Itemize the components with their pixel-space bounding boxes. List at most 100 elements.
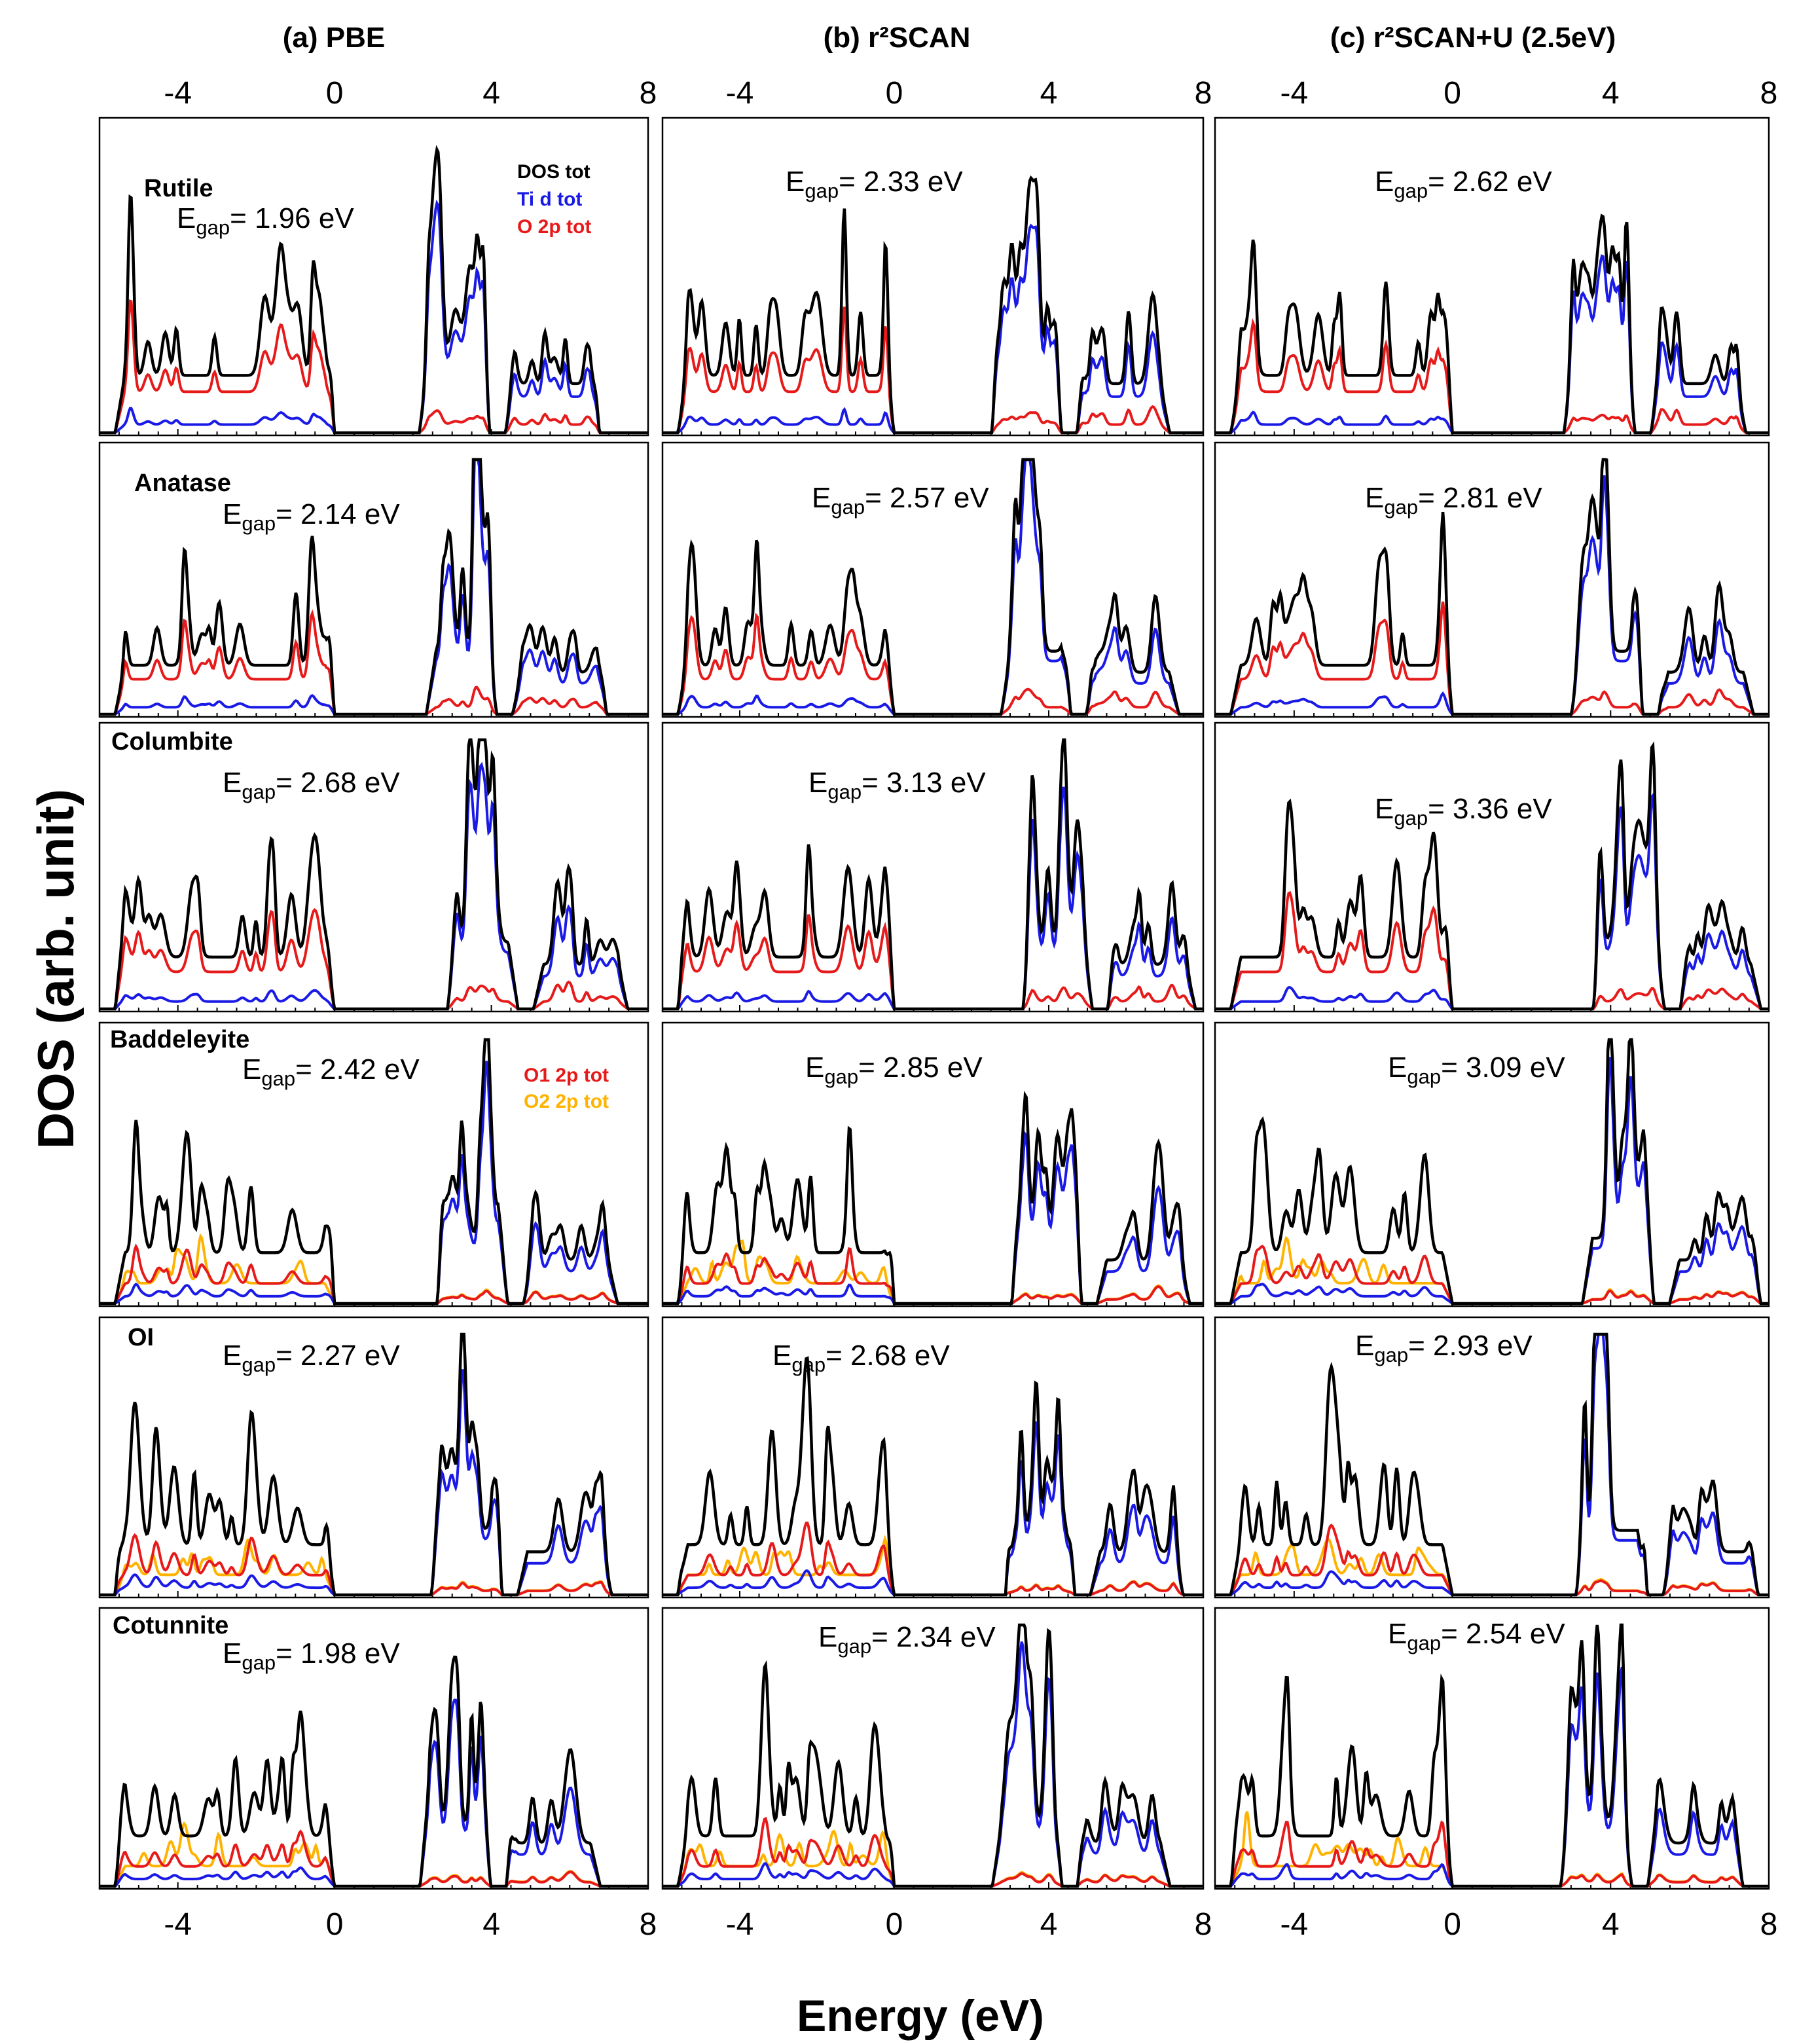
egap-label: Egap= 2.42 eV: [242, 1053, 420, 1090]
row-baddeleyite: Egap= 2.42 eV Egap= 2.85 eV Egap= 3.09 eV B…: [98, 1021, 1770, 1307]
legend-entry: DOS tot: [517, 161, 590, 183]
panel-columbite-2: Egap= 3.13 eV: [661, 721, 1205, 1013]
series-ti-d-tot: [663, 1641, 1203, 1888]
series-dos-tot: [663, 175, 1203, 435]
panel-anatase-1: Egap= 2.14 eV: [98, 441, 649, 718]
x-tick-label-bottom: -4: [726, 1907, 754, 1942]
series-o1-2p-tot: [1215, 1820, 1768, 1888]
panel-baddeleyite-1: Egap= 2.42 eV: [98, 1021, 649, 1307]
x-tick-label-top: -4: [164, 76, 192, 111]
legend-entry: O 2p tot: [517, 216, 591, 238]
series-dos-tot: [1215, 741, 1768, 1011]
panel-anatase-2: Egap= 2.57 eV: [661, 441, 1205, 718]
series-ti-d-tot: [1215, 254, 1768, 434]
legend-entry: O1 2p tot: [524, 1065, 609, 1086]
panel-baddeleyite-2: Egap= 2.85 eV: [661, 1021, 1205, 1307]
phase-label: Anatase: [134, 469, 231, 497]
series-o1-2p-tot: [1215, 1524, 1768, 1596]
series-dos-tot: [663, 1090, 1203, 1305]
phase-label: Columbite: [111, 728, 233, 756]
series-o1-2p-tot: [663, 1816, 1203, 1888]
series-dos-tot: [100, 458, 647, 716]
phase-label: Baddeleyite: [110, 1026, 249, 1053]
series-dos-tot: [663, 738, 1203, 1011]
x-tick-label-top: 8: [640, 76, 657, 111]
row-anatase: Egap= 2.14 eV Egap= 2.57 eV Egap= 2.81 eV A…: [98, 441, 1770, 718]
x-tick-label-bottom: 4: [482, 1907, 500, 1942]
panel-rutile-1: Egap= 1.96 eV: [98, 117, 649, 437]
x-tick-label-top: 0: [326, 76, 344, 111]
series-ti-d-tot: [1215, 1666, 1768, 1888]
egap-label: Egap= 2.34 eV: [818, 1621, 996, 1658]
series-dos-tot: [1215, 1332, 1768, 1597]
series-ti-d-tot: [663, 223, 1203, 434]
series-dos-tot: [663, 458, 1203, 716]
series-dos-tot: [100, 738, 647, 1011]
panel-anatase-3: Egap= 2.81 eV: [1214, 441, 1770, 718]
phase-label: OI: [128, 1324, 154, 1351]
panel-frame: [1214, 1607, 1770, 1890]
series-dos-tot: [1215, 213, 1768, 435]
x-tick-label-top: 0: [1443, 76, 1461, 111]
panel-columbite-3: Egap= 3.36 eV: [1214, 721, 1770, 1013]
x-tick-label-bottom: 0: [326, 1907, 344, 1942]
egap-label: Egap= 2.33 eV: [786, 166, 963, 202]
egap-label: Egap= 2.93 eV: [1355, 1330, 1533, 1366]
series-dos-tot: [1215, 458, 1768, 716]
panel-baddeleyite-3: Egap= 3.09 eV: [1214, 1021, 1770, 1307]
egap-label: Egap= 2.85 eV: [805, 1051, 983, 1088]
panel-cotunnite-2: Egap= 2.34 eV: [661, 1607, 1205, 1890]
x-tick-label-bottom: -4: [1280, 1907, 1309, 1942]
x-tick-label-bottom: -4: [164, 1907, 192, 1942]
egap-label: Egap= 2.81 eV: [1365, 482, 1542, 519]
egap-label: Egap= 2.57 eV: [812, 482, 989, 519]
row-rutile: Egap= 1.96 eV Egap= 2.33 eV Egap= 2.62 eV R…: [98, 117, 1770, 437]
phase-label: Rutile: [144, 175, 213, 202]
egap-label: Egap= 2.14 eV: [223, 498, 400, 535]
legend-entry: Ti d tot: [517, 189, 582, 210]
egap-label: Egap= 1.98 eV: [223, 1637, 400, 1674]
egap-label: Egap= 2.68 eV: [772, 1340, 950, 1376]
legend-entry: O2 2p tot: [524, 1091, 609, 1112]
series-dos-tot: [663, 1356, 1203, 1597]
panel-cotunnite-3: Egap= 2.54 eV: [1214, 1607, 1770, 1890]
x-tick-label-top: 8: [1195, 76, 1212, 111]
row-oi: Egap= 2.27 eV Egap= 2.68 eV Egap= 2.93 eV O…: [98, 1316, 1770, 1599]
series-o-2p-tot: [663, 612, 1203, 716]
y-axis-label: DOS (arb. unit): [27, 789, 84, 1149]
egap-label: Egap= 3.13 eV: [808, 767, 986, 803]
x-axis-label: Energy (eV): [797, 1991, 1044, 2041]
panel-rutile-2: Egap= 2.33 eV: [661, 117, 1205, 437]
column-title-r2scan: (b) r²SCAN: [824, 22, 971, 54]
series-dos-tot: [663, 1623, 1203, 1888]
series-o-2p-tot: [1215, 318, 1768, 434]
egap-label: Egap= 2.68 eV: [223, 767, 400, 803]
series-dos-tot: [100, 145, 647, 435]
x-tick-label-top: 4: [482, 76, 500, 111]
column-title-pbe: (a) PBE: [283, 22, 385, 54]
series-ti-d-tot: [663, 1130, 1203, 1305]
egap-label: Egap= 2.62 eV: [1375, 166, 1552, 202]
panel-columbite-1: Egap= 2.68 eV: [98, 721, 649, 1013]
egap-label: Egap= 2.27 eV: [223, 1340, 400, 1376]
x-tick-label-top: -4: [1280, 76, 1309, 111]
series-dos-tot: [1215, 1623, 1768, 1888]
panel-cotunnite-1: Egap= 1.98 eV: [98, 1607, 649, 1890]
series-o2-2p-tot: [1215, 1811, 1768, 1888]
series-dos-tot: [100, 1655, 647, 1888]
row-columbite: Egap= 2.68 eV Egap= 3.13 eV Egap= 3.36 eV C…: [98, 721, 1770, 1013]
row-cotunnite: Egap= 1.98 eV Egap= 2.34 eV Egap= 2.54 eV C…: [98, 1607, 1770, 1890]
phase-label: Cotunnite: [113, 1612, 228, 1639]
x-tick-label-top: 4: [1040, 76, 1058, 111]
column-titles: (a) PBE (b) r²SCAN (c) r²SCAN+U (2.5eV): [283, 22, 1616, 54]
series-dos-tot: [100, 1332, 647, 1597]
x-tick-label-top: 4: [1602, 76, 1620, 111]
legend-main: DOS tot Ti d tot O 2p tot: [517, 161, 591, 238]
x-tick-label-bottom: 4: [1602, 1907, 1620, 1942]
panel-oi-1: Egap= 2.27 eV: [98, 1316, 649, 1599]
panel-rutile-3: Egap= 2.62 eV: [1214, 117, 1770, 437]
x-tick-label-top: -4: [726, 76, 754, 111]
panel-oi-3: Egap= 2.93 eV: [1214, 1316, 1770, 1599]
x-tick-label-top: 8: [1760, 76, 1778, 111]
